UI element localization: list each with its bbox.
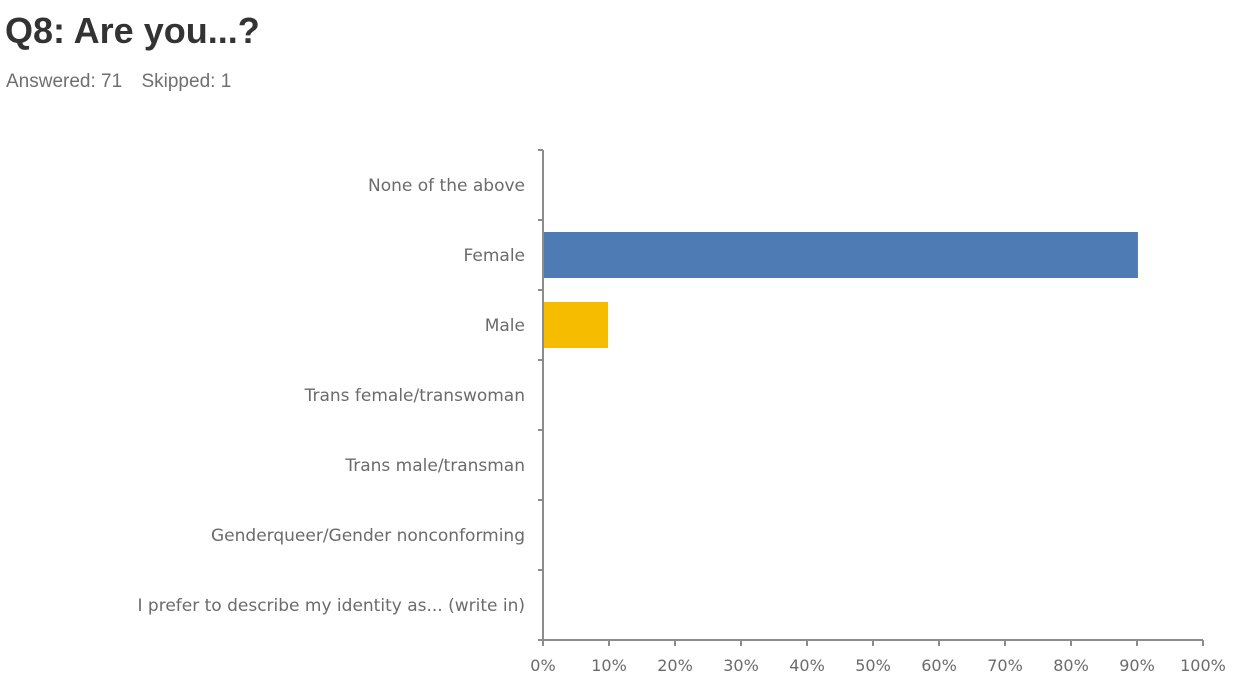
- x-tick-label: 0%: [530, 656, 555, 675]
- bar-male: [544, 302, 609, 348]
- category-label: Female: [464, 246, 525, 266]
- x-tick-label: 40%: [789, 656, 825, 675]
- category-label: None of the above: [368, 176, 525, 196]
- x-tick-label: 50%: [855, 656, 891, 675]
- x-tick-label: 60%: [921, 656, 957, 675]
- page-title: Q8: Are you...?: [5, 10, 260, 51]
- tick-labels: 0% 10% 20% 30% 40% 50% 60% 70% 80% 90% 100%: [530, 656, 1226, 675]
- category-labels: None of the above Female Male Trans female/…: [138, 176, 526, 616]
- x-tick-label: 80%: [1053, 656, 1089, 675]
- x-tick-label: 30%: [723, 656, 759, 675]
- answered-count: Answered: 71: [6, 71, 123, 92]
- category-label: Trans male/transman: [344, 456, 525, 476]
- x-tick-label: 100%: [1180, 656, 1226, 675]
- axes-group: [538, 149, 1204, 646]
- x-tick-label: 90%: [1119, 656, 1155, 675]
- bar-female: [544, 232, 1138, 278]
- response-stats: Answered: 71 Skipped: 1: [6, 71, 231, 93]
- x-tick-label: 10%: [591, 656, 627, 675]
- x-tick-label: 70%: [987, 656, 1023, 675]
- category-label: I prefer to describe my identity as... (…: [138, 596, 526, 616]
- x-tick-label: 20%: [657, 656, 693, 675]
- skipped-count: Skipped: 1: [141, 71, 232, 92]
- category-label: Trans female/transwoman: [304, 386, 525, 406]
- category-label: Genderqueer/Gender nonconforming: [211, 526, 525, 546]
- category-label: Male: [485, 316, 525, 336]
- bars-group: [544, 232, 1138, 348]
